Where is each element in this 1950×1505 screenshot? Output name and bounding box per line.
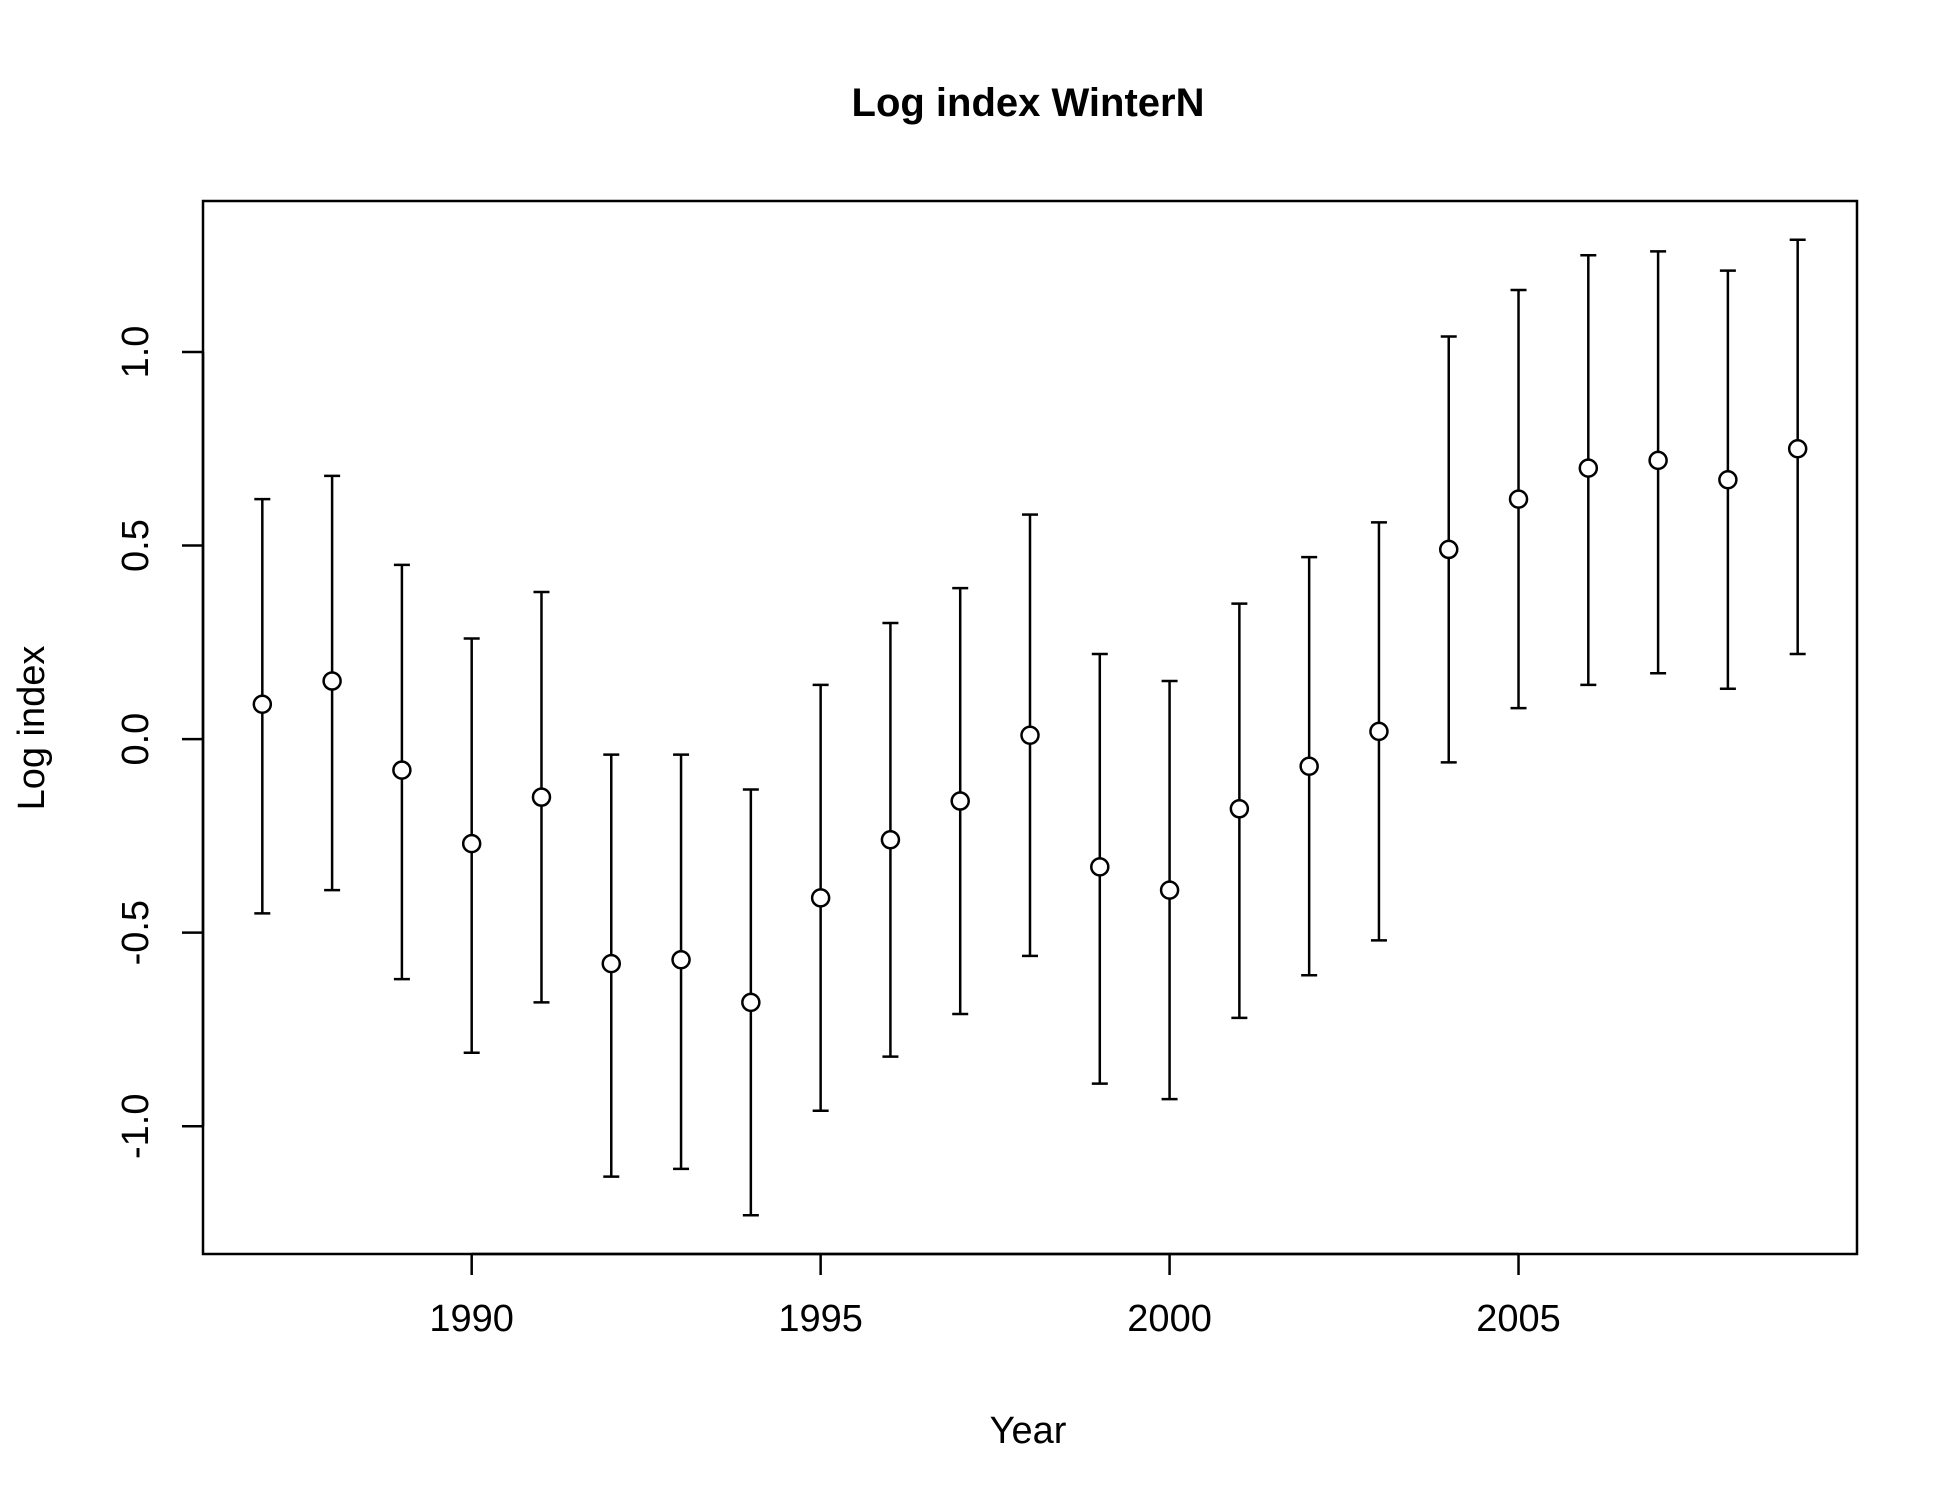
data-point (1718, 469, 1738, 490)
x-tick-label: 1990 (429, 1298, 514, 1340)
data-point (1020, 725, 1040, 745)
chart-title: Log index WinterN (852, 81, 1205, 125)
data-point (741, 992, 761, 1013)
data-point (1369, 721, 1389, 742)
data-point (601, 953, 622, 974)
data-point (322, 671, 342, 691)
data-point (1787, 439, 1808, 459)
data-point (810, 888, 831, 908)
data-point (1508, 489, 1529, 509)
y-tick-label: -1.0 (115, 1094, 157, 1159)
data-point (1578, 458, 1599, 478)
data-points (252, 439, 1808, 1013)
data-point (392, 760, 412, 780)
x-axis-label: Year (990, 1410, 1067, 1452)
data-point (1090, 857, 1110, 877)
data-point (1299, 756, 1319, 776)
data-point (671, 950, 691, 970)
y-axis-label: Log index (11, 646, 53, 811)
data-point (1438, 539, 1459, 560)
data-point (1159, 880, 1180, 900)
y-tick-label: -0.5 (115, 900, 157, 965)
x-axis: 1990 1995 2000 2005 (429, 1252, 1561, 1340)
x-tick-label: 2005 (1476, 1298, 1561, 1340)
data-point (1229, 799, 1250, 819)
data-point (461, 833, 482, 854)
data-point (880, 830, 901, 850)
y-axis: -1.0 -0.5 0.0 0.5 1.0 (115, 326, 205, 1159)
y-tick-label: 0.0 (115, 713, 157, 766)
data-point (531, 787, 552, 807)
data-point (950, 791, 970, 811)
data-point (1648, 450, 1668, 471)
x-tick-label: 1995 (778, 1298, 863, 1340)
data-point (252, 694, 273, 715)
y-tick-label: 1.0 (115, 326, 157, 379)
x-tick-label: 2000 (1127, 1298, 1212, 1340)
y-tick-label: 0.5 (115, 519, 157, 572)
